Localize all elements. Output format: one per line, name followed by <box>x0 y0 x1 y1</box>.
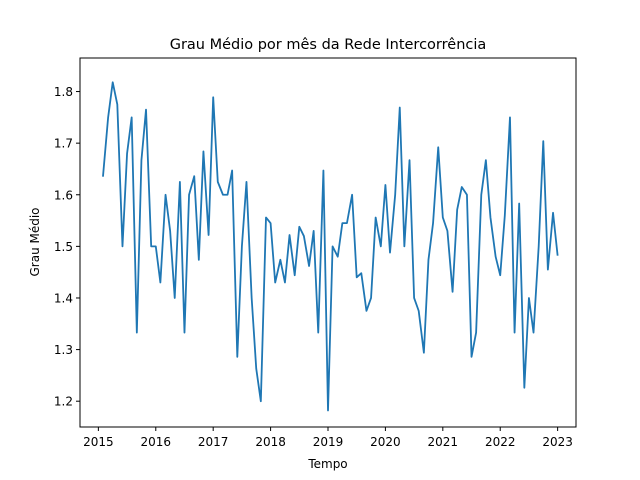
y-tick-label: 1.5 <box>54 240 73 254</box>
y-tick-label: 1.6 <box>54 188 73 202</box>
x-tick-label: 2017 <box>198 435 229 449</box>
y-axis-label: Grau Médio <box>28 207 42 276</box>
x-axis-label: Tempo <box>307 457 347 471</box>
y-tick-label: 1.4 <box>54 291 73 305</box>
x-tick-label: 2015 <box>83 435 114 449</box>
x-tick-label: 2019 <box>313 435 344 449</box>
series-line <box>102 81 559 412</box>
chart-title: Grau Médio por mês da Rede Intercorrênci… <box>170 37 487 53</box>
x-tick-label: 2018 <box>255 435 286 449</box>
x-tick-label: 2022 <box>485 435 516 449</box>
y-tick-label: 1.8 <box>54 85 73 99</box>
plot-area-frame <box>79 57 577 428</box>
y-tick-label: 1.7 <box>54 137 73 151</box>
x-tick-label: 2016 <box>141 435 172 449</box>
y-tick-label: 1.3 <box>54 343 73 357</box>
x-axis-ticks: 2015 2016 2017 2018 2019 2020 2021 2022 2023 <box>83 427 573 449</box>
y-tick-label: 1.2 <box>54 395 73 409</box>
x-tick-label: 2020 <box>370 435 401 449</box>
y-axis-ticks: 1.2 1.3 1.4 1.5 1.6 1.7 1.8 <box>54 85 80 409</box>
x-tick-label: 2023 <box>542 435 573 449</box>
x-tick-label: 2021 <box>428 435 459 449</box>
